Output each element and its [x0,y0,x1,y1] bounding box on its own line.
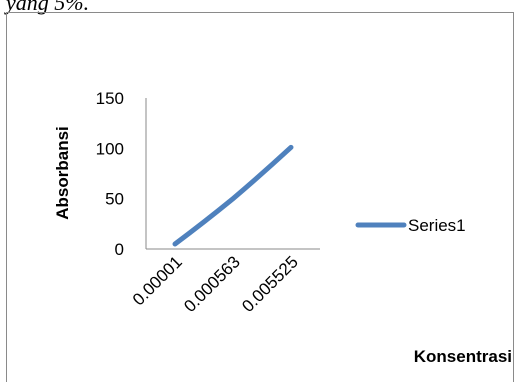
x-tick-label: 0.005525 [238,252,302,316]
series-line-series1 [172,144,294,247]
header-text-fragment: yang 5%. [6,0,90,15]
x-tick-label: 0.000563 [180,252,244,316]
x-tick-label: 0.00001 [129,252,186,309]
y-tick-label: 100 [96,139,124,158]
y-axis-title: Absorbansi [53,126,72,220]
legend-label-series1: Series1 [408,216,466,235]
chart-frame [6,12,514,382]
x-axis-title: Konsentrasi [414,347,512,366]
y-tick-label: 150 [96,89,124,108]
y-tick-label: 50 [105,190,124,209]
legend: Series1 [355,216,466,235]
y-tick-label: 0 [115,240,124,259]
